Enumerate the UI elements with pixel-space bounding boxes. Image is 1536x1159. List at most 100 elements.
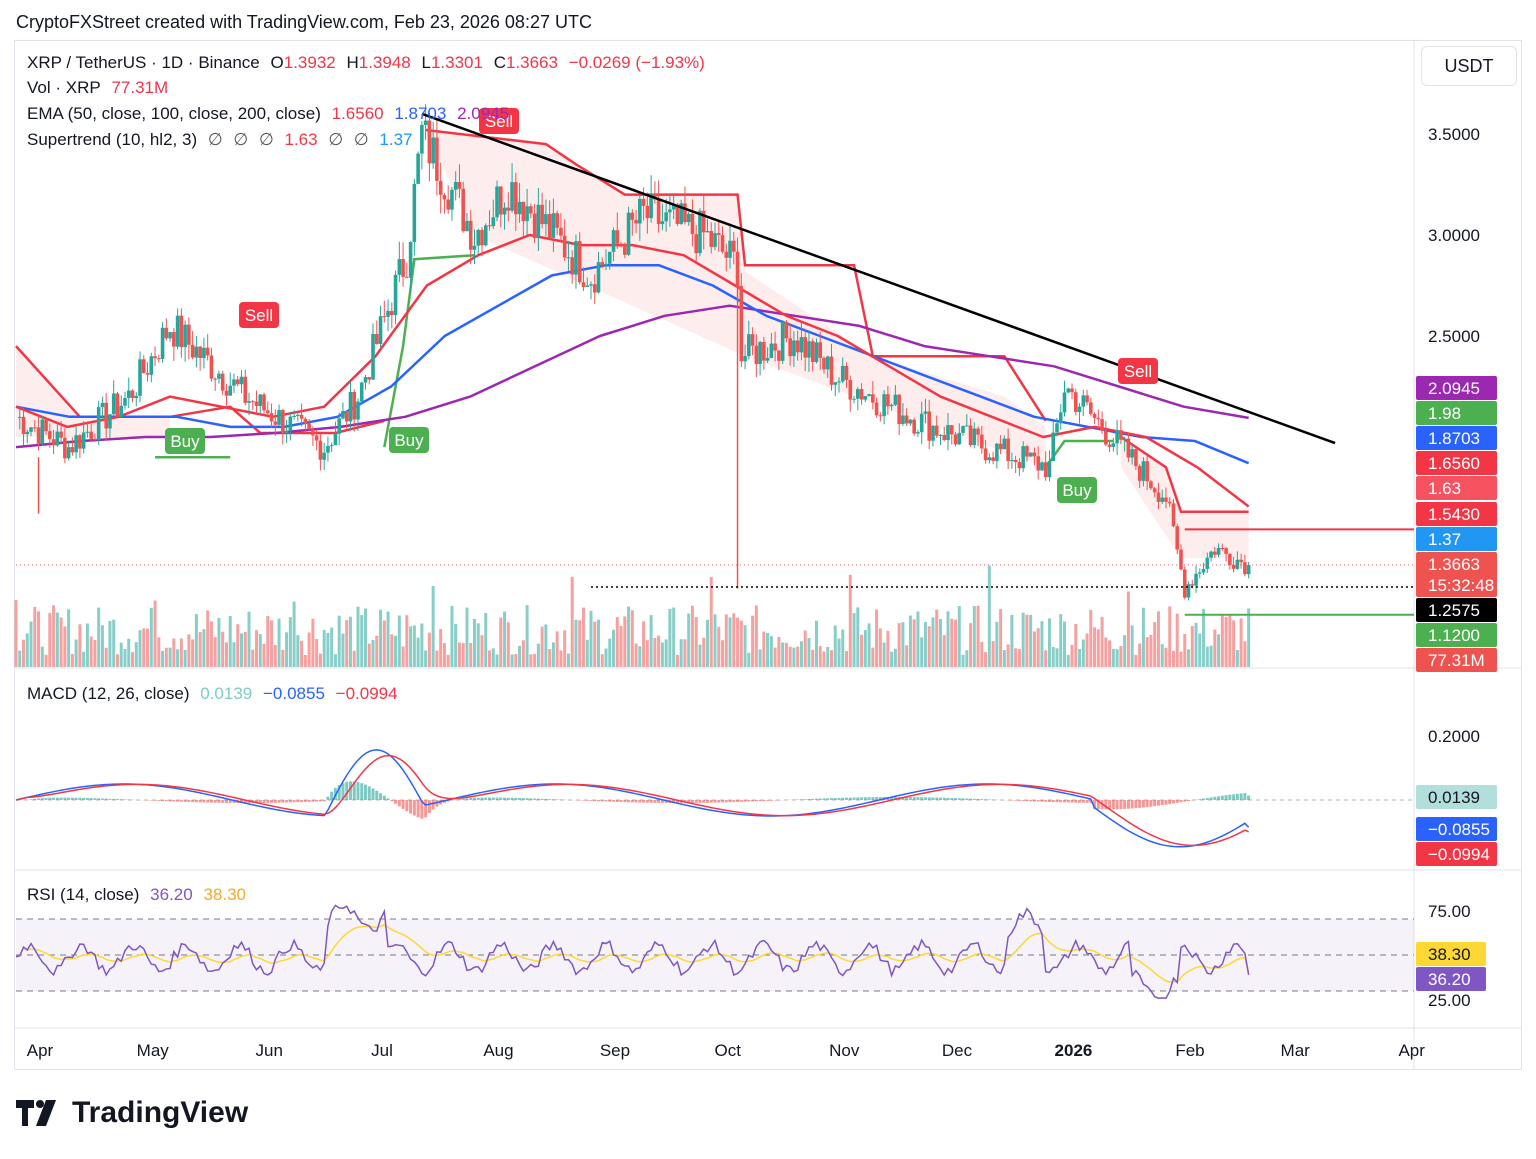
macd-histogram-bar [1078,800,1082,803]
macd-histogram-bar [814,798,818,800]
currency-button[interactable]: USDT [1421,46,1517,86]
candle-body [495,186,499,218]
volume-bar [228,615,232,667]
macd-histogram-bar [277,800,281,803]
volume-bar [604,648,608,667]
macd-histogram-bar [1239,793,1243,800]
legend-high: 1.3948 [358,53,411,72]
volume-bar [769,636,773,667]
macd-histogram-bar [461,798,465,800]
macd-histogram-bar [446,800,450,802]
macd-histogram-bar [416,800,420,818]
macd-histogram-bar [1160,800,1164,806]
candle-body [1073,392,1078,412]
candle-body [619,243,623,245]
candle-body [1175,526,1180,550]
macd-histogram-bar [1063,800,1066,803]
candle-body [611,230,616,252]
macd-histogram-bar [33,798,37,800]
legend-macd-signal: −0.0994 [335,684,398,703]
macd-tag: −0.0994 [1416,842,1497,866]
volume-bar [878,628,882,667]
volume-bar [830,650,833,667]
macd-histogram-bar [645,800,649,803]
volume-bar [115,654,119,667]
macd-histogram-bar [379,793,383,800]
volume-bar [209,621,213,667]
price-tag-bg [1416,573,1497,597]
macd-histogram-bar [435,800,439,807]
price-tag-bg [1416,598,1497,622]
volume-bar [33,606,37,667]
volume-bar [1055,648,1059,667]
volume-bar [901,622,905,667]
price-tag: 1.63 [1416,476,1497,500]
candle-body [322,452,326,460]
volume-bar [784,642,788,667]
volume-bar [551,642,555,667]
volume-bar [63,626,67,667]
macd-histogram-bar [830,798,833,800]
macd-histogram-bar [675,800,679,804]
volume-bar [559,650,563,667]
tradingview-logo[interactable]: TradingView [16,1096,248,1130]
volume-bar [799,641,803,667]
candle-body [807,341,811,358]
volume-bar [224,642,228,667]
price-pane: Sell Buy Buy Sell Buy Sell [14,40,1522,1070]
candle-body [179,315,184,348]
volume-bar [1141,607,1145,667]
time-axis-label: Nov [829,1041,860,1060]
volume-bar [465,607,469,667]
candle-body [461,188,466,232]
candle-body [818,342,823,358]
legend-low: 1.3301 [430,53,483,72]
macd-histogram-bar [1228,794,1232,800]
candle-body [645,205,650,219]
volume-bar [480,635,484,667]
volume-bar [194,614,198,667]
volume-bar [938,618,942,667]
volume-bar [1006,644,1010,667]
candle-body [803,337,807,358]
candle-body [874,402,879,416]
legend-change: −0.0269 (−1.93%) [568,53,705,72]
candle-body [284,430,289,434]
volume-bar [149,607,153,667]
volume-bar [44,654,48,667]
volume-bar [1002,650,1006,667]
macd-histogram-bar [796,799,800,800]
macd-histogram-bar [811,798,815,800]
macd-pane [15,749,1414,848]
legend-rsi-value: 36.20 [150,885,193,904]
candle-body [318,440,323,460]
macd-histogram-bar [1217,796,1221,800]
candle-body [1145,461,1149,482]
volume-bar [713,614,717,667]
candle-body [296,414,300,417]
candle-body [837,381,841,383]
candle-body [25,431,30,435]
legend-symbol: XRP / TetherUS · 1D · Binance [27,53,260,72]
volume-bar [645,640,649,667]
macd-histogram-bar [690,800,694,803]
candle-body [1043,462,1048,478]
rsi-tag-bg [1416,967,1486,991]
volume-bar [777,636,781,667]
macd-histogram-bar [172,800,176,802]
volume-bar [1179,651,1183,667]
candle-body [728,240,732,258]
candle-body [359,382,364,402]
macd-histogram-bar [270,800,274,803]
volume-bar [1209,645,1213,667]
price-tag-label: 2.0945 [1428,379,1480,398]
candle-body [480,229,484,246]
macd-histogram-bar [521,798,525,800]
macd-histogram-bar [179,800,183,802]
candle-body [401,259,405,277]
candle-body [814,342,819,362]
buy-signal: Buy [1057,477,1097,503]
candle-body [630,212,635,220]
macd-histogram-bar [923,797,927,800]
